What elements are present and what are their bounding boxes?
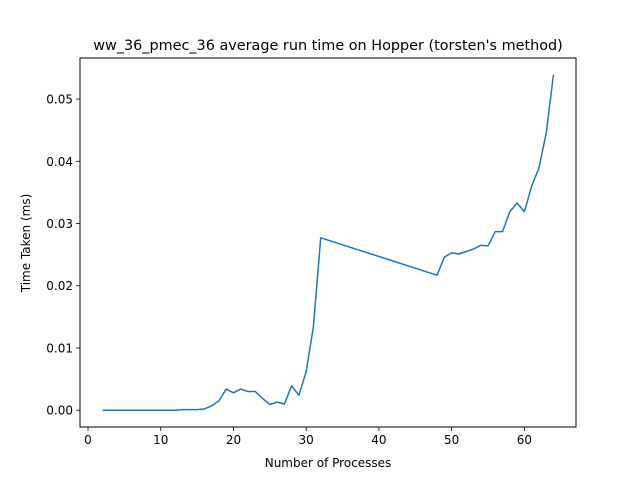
y-tick-label: 0.03 bbox=[46, 217, 73, 231]
y-tick-label: 0.05 bbox=[46, 93, 73, 107]
y-axis: 0.00 0.01 0.02 0.03 0.04 0.05 bbox=[46, 93, 80, 418]
y-tick-label: 0.02 bbox=[46, 279, 73, 293]
axes-frame bbox=[79, 57, 577, 428]
x-tick-label: 60 bbox=[517, 433, 532, 447]
series-line-0 bbox=[102, 74, 555, 411]
x-tick-label: 50 bbox=[444, 433, 459, 447]
plot-area bbox=[102, 74, 555, 411]
y-tick-label: 0.00 bbox=[46, 404, 73, 418]
x-axis-label: Number of Processes bbox=[265, 456, 392, 470]
x-tick-label: 30 bbox=[299, 433, 314, 447]
x-tick-label: 0 bbox=[84, 433, 92, 447]
x-axis: 0 10 20 30 40 50 60 bbox=[84, 427, 532, 447]
x-tick-label: 20 bbox=[226, 433, 241, 447]
chart-title: ww_36_pmec_36 average run time on Hopper… bbox=[93, 38, 563, 54]
y-axis-label: Time Taken (ms) bbox=[19, 194, 33, 294]
y-tick-label: 0.01 bbox=[46, 341, 73, 355]
x-tick-label: 10 bbox=[153, 433, 168, 447]
y-tick-label: 0.04 bbox=[46, 155, 73, 169]
x-tick-label: 40 bbox=[371, 433, 386, 447]
